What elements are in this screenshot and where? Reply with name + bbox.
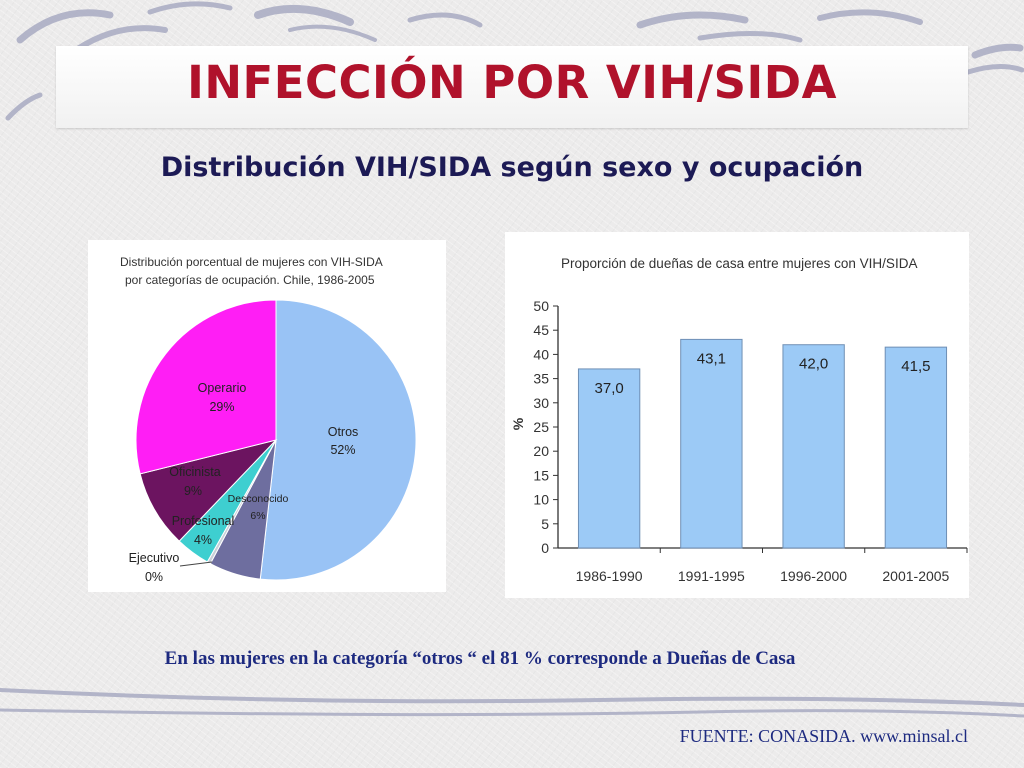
y-tick-label: 30 xyxy=(533,395,549,411)
pie-label-desconocido-name: Desconocido xyxy=(228,493,289,505)
y-tick-label: 15 xyxy=(533,467,549,483)
pie-label-otros-value: 52% xyxy=(330,443,355,457)
pie-slice-otros xyxy=(259,299,417,581)
y-tick-label: 0 xyxy=(541,540,549,556)
y-tick-label: 45 xyxy=(533,322,549,338)
bar-value-label: 41,5 xyxy=(901,358,930,375)
y-tick-label: 35 xyxy=(533,371,549,387)
x-tick-label: 1991-1995 xyxy=(678,568,745,584)
y-tick-label: 10 xyxy=(533,492,549,508)
bar-1986-1990 xyxy=(577,368,641,549)
y-tick-label: 40 xyxy=(533,346,549,362)
bar-1996-2000 xyxy=(782,344,845,549)
source-credit: FUENTE: CONASIDA. www.minsal.cl xyxy=(679,726,968,746)
y-tick-label: 20 xyxy=(533,443,549,459)
y-tick-label: 25 xyxy=(533,419,549,435)
bar-value-label: 42,0 xyxy=(799,356,828,373)
bar-chart-panel: Proporción de dueñas de casa entre mujer… xyxy=(505,232,969,598)
pie-title-line-2: por categorías de ocupación. Chile, 1986… xyxy=(125,273,375,287)
bar-chart: Proporción de dueñas de casa entre mujer… xyxy=(510,256,968,584)
pie-label-operario-value: 29% xyxy=(209,400,234,414)
bar-value-label: 37,0 xyxy=(595,380,624,397)
slide-subtitle: Distribución VIH/SIDA según sexo y ocupa… xyxy=(160,152,864,183)
bar-chart-title: Proporción de dueñas de casa entre mujer… xyxy=(561,256,917,271)
slide-title: INFECCIÓN POR VIH/SIDA xyxy=(187,56,837,109)
x-tick-label: 1986-1990 xyxy=(576,568,643,584)
pie-leader-line xyxy=(179,561,213,567)
pie-label-oficinista-name: Oficinista xyxy=(169,465,220,479)
bar-1991-1995 xyxy=(680,338,743,549)
pie-slice-operario xyxy=(135,299,277,475)
y-tick-label: 50 xyxy=(533,298,549,314)
pie-label-desconocido-value: 6% xyxy=(250,510,265,522)
pie-title-line-1: Distribución porcentual de mujeres con V… xyxy=(120,255,383,269)
pie-label-operario-name: Operario xyxy=(198,381,247,395)
footnote: En las mujeres en la categoría “otros “ … xyxy=(164,648,796,669)
x-tick-label: 2001-2005 xyxy=(882,568,949,584)
pie-label-oficinista-value: 9% xyxy=(184,484,202,498)
y-axis-label: % xyxy=(510,417,526,430)
pie-label-profesional-name: Profesional xyxy=(172,514,235,528)
pie-label-profesional-value: 4% xyxy=(194,533,212,547)
pie-label-otros-name: Otros xyxy=(328,425,359,439)
title-band xyxy=(56,46,968,128)
bar-2001-2005 xyxy=(884,346,948,549)
pie-label-ejecutivo-value: 0% xyxy=(145,570,163,584)
y-tick-label: 5 xyxy=(541,516,549,532)
pie-chart-panel: Distribución porcentual de mujeres con V… xyxy=(88,240,446,592)
pie-chart: Distribución porcentual de mujeres con V… xyxy=(120,255,417,584)
pie-label-ejecutivo-name: Ejecutivo xyxy=(129,551,180,565)
bar-value-label: 43,1 xyxy=(697,350,726,367)
x-tick-label: 1996-2000 xyxy=(780,568,847,584)
